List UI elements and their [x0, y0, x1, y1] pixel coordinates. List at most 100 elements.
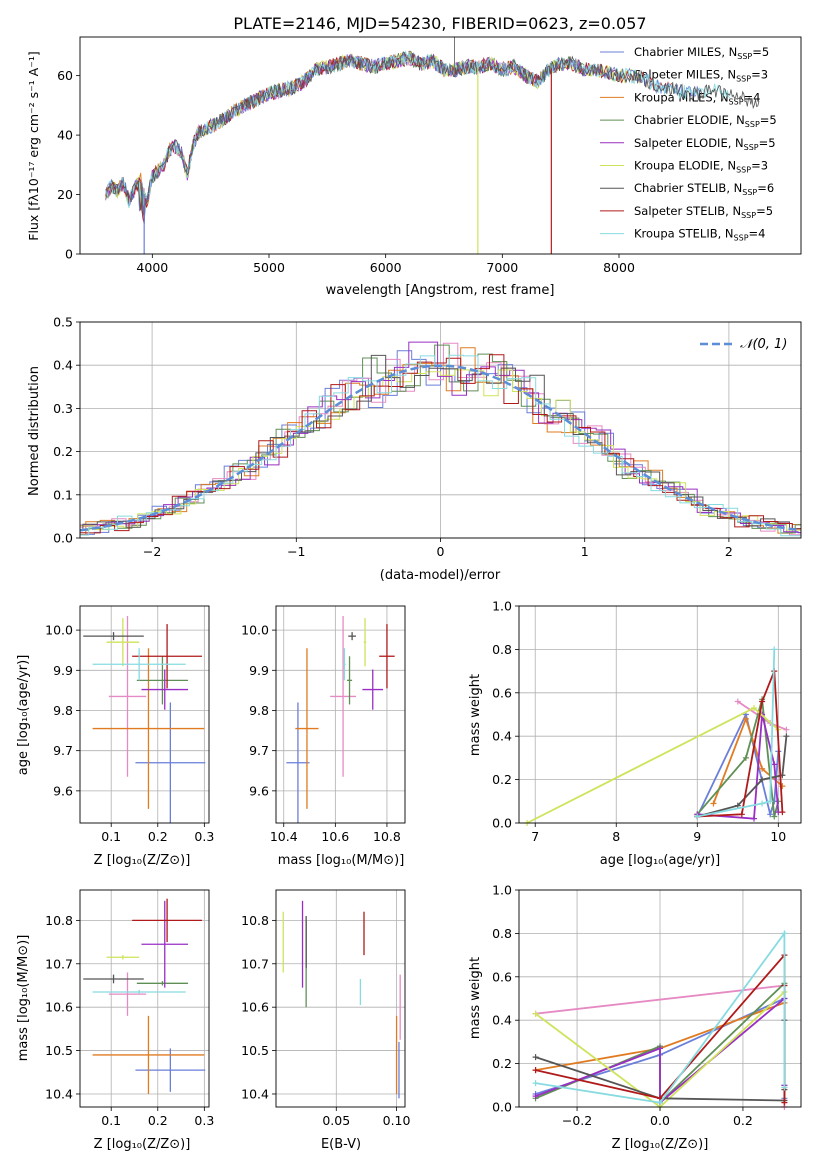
weight-vs-age-xtick-label: 10	[770, 829, 786, 844]
histogram-xtick-label: −1	[287, 544, 305, 559]
histogram-steps	[80, 341, 801, 537]
weight-vs-age-ytick-label: 0.8	[492, 642, 512, 657]
mass-vs-z-ytick-label: 10.6	[45, 1000, 73, 1015]
spectrum-frame	[79, 36, 802, 255]
mass-vs-ebv-xlabel: E(B-V)	[321, 1137, 361, 1152]
legend-eq: =4	[749, 227, 766, 241]
mass-vs-z-ytick-label: 10.4	[45, 1086, 73, 1101]
legend-text: Kroupa MILES, N	[634, 90, 729, 104]
mass-vs-ebv-ytick-label: 10.4	[241, 1086, 269, 1101]
weight-vs-z-marker-s9	[781, 1084, 788, 1091]
weight-vs-z-marker-s9	[657, 1099, 663, 1106]
legend-label: Chabrier STELIB, NSSP=6	[634, 181, 774, 197]
weight-vs-z-marker-s8	[532, 1067, 539, 1074]
weight-vs-age-marker-s8	[738, 811, 745, 818]
mass-vs-z-frame	[79, 889, 210, 1108]
histogram-xtick-label: −2	[143, 544, 161, 559]
legend-text: Salpeter STELIB, N	[634, 204, 741, 218]
weight-vs-age-ylabel: mass weight	[468, 674, 483, 756]
histogram-ytick-label: 0.4	[53, 358, 73, 373]
age-vs-z-ytick-label: 10.0	[45, 623, 73, 638]
spectrum-xlabel: wavelength [Angstrom, rest frame]	[326, 283, 555, 298]
weight-vs-age-marker-s2	[783, 726, 790, 733]
weight-vs-age-frame	[518, 605, 802, 824]
age-vs-z-frame	[79, 605, 210, 824]
histogram-xtick-label: 0	[437, 544, 445, 559]
spectrum-line-s3	[105, 51, 555, 217]
legend-eq: =5	[752, 45, 769, 59]
weight-vs-age-ytick-label: 0.2	[492, 772, 512, 787]
age-vs-mass-panel: mass [log₁₀(M/M⊙)]	[278, 853, 405, 868]
legend-sub: SSP	[736, 75, 751, 84]
age-vs-mass-axes: 10.4 10.6 10.8 9.6 9.7 9.8 9.9 10.0	[241, 605, 406, 844]
weight-vs-age-marker-s1	[767, 811, 774, 818]
spectrum-line-s6	[105, 52, 643, 210]
spectrum-xtick-label: 7000	[486, 260, 518, 275]
weight-vs-z-panel: Z [log₁₀(Z/Z⊙)] mass weight	[468, 957, 708, 1152]
legend-text: Chabrier MILES, N	[634, 45, 737, 59]
spectrum-line-s8	[105, 51, 672, 225]
weight-vs-age-marker-s9	[771, 646, 778, 653]
weight-vs-age-axes: 7 8 9 10 0.0 0.2 0.4 0.6 0.8 1.0	[492, 599, 802, 844]
weight-vs-z-marker-s9	[781, 930, 788, 937]
weight-vs-age-xtick-label: 8	[612, 829, 620, 844]
spectrum-ytick-label: 0	[65, 247, 73, 262]
mass-vs-z-ytick-label: 10.5	[45, 1043, 73, 1058]
legend-sub: SSP	[741, 211, 756, 220]
weight-vs-age-marker-s8	[759, 698, 766, 705]
spectrum-ylabel: Flux [fλ10⁻¹⁷ erg cm⁻² s⁻¹ A⁻¹]	[26, 51, 41, 240]
age-vs-mass-ytick-label: 9.7	[249, 743, 269, 758]
weight-vs-age-marker-s7	[783, 733, 790, 740]
spectrum-ytick-label: 40	[57, 128, 73, 143]
mass-vs-z-xtick-label: 0.2	[148, 1113, 168, 1128]
weight-vs-age-marker-s3	[742, 715, 749, 722]
legend-sub: SSP	[744, 143, 759, 152]
mass-vs-ebv-xtick-label: 0.05	[322, 1113, 350, 1128]
legend-eq: =5	[760, 113, 777, 127]
mass-vs-z-xtick-label: 0.1	[101, 1113, 121, 1128]
histogram-ytick-label: 0.0	[53, 531, 73, 546]
histogram-axes: 𝒩(0, 1) −2 −1 0 1 2 0.0 0.1 0.2 0.3 0.4 0.5	[53, 315, 802, 559]
weight-vs-z-xtick-label: 0.0	[650, 1113, 670, 1128]
legend-eq: =5	[759, 136, 776, 150]
legend-label: Chabrier MILES, NSSP=5	[634, 45, 769, 61]
legend-sub: SSP	[736, 166, 751, 175]
legend-sub: SSP	[734, 234, 749, 243]
histogram-ylabel: Normed distribution	[27, 366, 42, 496]
weight-vs-age-ytick-label: 0.6	[492, 685, 512, 700]
mass-vs-ebv-frame	[275, 889, 406, 1108]
age-vs-z-xlabel: Z [log₁₀(Z/Z⊙)]	[94, 853, 191, 868]
legend-eq: =3	[751, 68, 768, 82]
spectrum-ytick-label: 20	[57, 187, 73, 202]
age-vs-mass-ytick-label: 9.9	[249, 663, 269, 678]
mass-vs-z-xtick-label: 0.3	[194, 1113, 214, 1128]
legend-sub: SSP	[745, 120, 760, 129]
mass-vs-ebv-ytick-label: 10.7	[241, 956, 269, 971]
weight-vs-z-ytick-label: 0.8	[492, 926, 512, 941]
spectrum-xtick-label: 4000	[136, 260, 168, 275]
spectrum-line-s4	[105, 50, 585, 224]
age-vs-mass-ytick-label: 9.6	[249, 783, 269, 798]
weight-vs-age-marker-s2	[734, 698, 741, 705]
age-vs-z-axes: 0.1 0.2 0.3 9.6 9.7 9.8 9.9 10.0	[45, 605, 214, 844]
mass-vs-z-ylabel: mass [log₁₀(M/M⊙)]	[16, 935, 31, 1062]
histogram-ytick-label: 0.1	[53, 487, 73, 502]
weight-vs-z-marker-s5	[657, 1045, 663, 1052]
legend-text: Chabrier STELIB, N	[634, 181, 742, 195]
figure-title: PLATE=2146, MJD=54230, FIBERID=0623, z=0…	[233, 14, 646, 33]
age-vs-z-ylabel: age [log₁₀(age/yr)]	[16, 655, 31, 776]
histogram-ytick-label: 0.5	[53, 315, 73, 330]
legend-text: Kroupa ELODIE, N	[634, 159, 736, 173]
legend-eq: =3	[751, 159, 768, 173]
weight-vs-age-marker-s5	[771, 761, 778, 768]
weight-vs-z-marker-s7	[532, 1054, 539, 1061]
weight-vs-age-marker-s9	[767, 798, 774, 805]
weight-vs-age-marker-s9	[694, 813, 701, 820]
age-vs-z-ytick-label: 9.9	[53, 663, 73, 678]
weight-vs-age-xtick-label: 7	[531, 829, 539, 844]
age-vs-mass-xtick-label: 10.4	[270, 829, 298, 844]
weight-vs-age-marker-s9	[759, 800, 766, 807]
weight-vs-z-line-s9	[535, 930, 786, 1104]
mass-vs-ebv-ytick-label: 10.8	[241, 913, 269, 928]
